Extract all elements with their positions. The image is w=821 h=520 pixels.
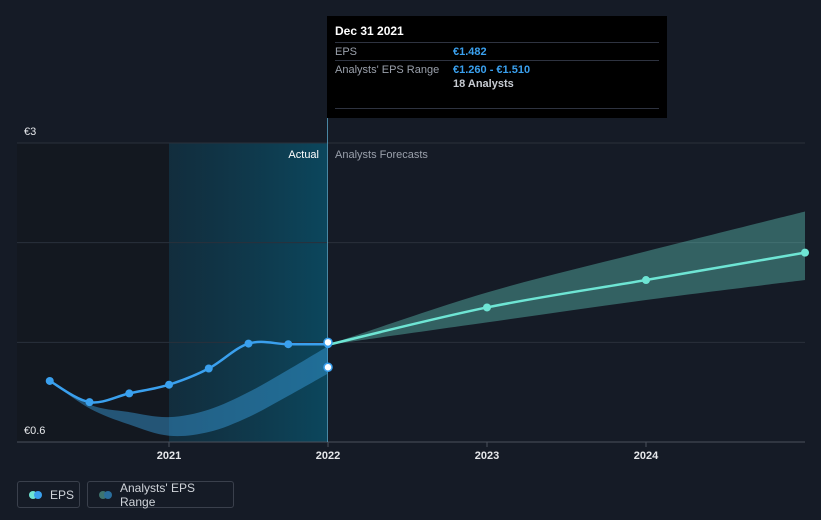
x-tick-label: 2023 [475, 450, 499, 462]
eps-point[interactable] [284, 340, 293, 349]
tooltip-analysts-row: 18 Analysts [335, 78, 659, 94]
legend-eps-icon [29, 490, 42, 499]
tooltip-eps-label: EPS [335, 46, 358, 58]
legend-eps-label: EPS [50, 487, 75, 502]
eps-point[interactable] [244, 339, 253, 348]
grid-lines [17, 142, 805, 343]
legend-range-label: Analysts' EPS Range [120, 480, 195, 509]
actual-region-highlight [169, 143, 327, 442]
legend-range-dot-2 [104, 490, 112, 499]
range-bands [49, 211, 805, 437]
legend-range-icon [99, 490, 112, 499]
legend-range[interactable]: Analysts' EPS Range [87, 480, 234, 509]
tooltip-divider [335, 108, 659, 109]
forecast-range-band [328, 211, 805, 345]
tooltip-eps-row: EPS €1.482 [335, 42, 659, 62]
eps-point[interactable] [165, 380, 173, 389]
legend-eps-dot-1 [29, 490, 37, 499]
y-label-top: €3 [24, 126, 36, 138]
eps-point[interactable] [45, 376, 54, 385]
legend-eps-dot-2 [34, 490, 42, 499]
legend-eps[interactable]: EPS [17, 481, 80, 508]
eps-point[interactable] [125, 389, 134, 398]
eps-range-band [49, 346, 328, 437]
highlight-point[interactable] [323, 337, 333, 348]
forecast-section-label: Analysts Forecasts [335, 149, 428, 161]
tooltip-range-label: Analysts' EPS Range [335, 64, 440, 76]
y-label-bottom: €0.6 [24, 425, 45, 437]
tooltip-date: Dec 31 2021 [335, 24, 404, 38]
eps-point[interactable] [85, 398, 94, 407]
forecast-point[interactable] [801, 248, 809, 257]
x-tick-label: 2021 [157, 450, 181, 462]
legend-range-dot-1 [99, 490, 107, 499]
tooltip-analysts-count: 18 Analysts [453, 78, 514, 90]
tooltip-eps-value: €1.482 [453, 46, 487, 58]
x-tick-label: 2022 [316, 450, 340, 462]
x-tick-labels: 2021 2022 2023 2024 [157, 442, 659, 462]
x-tick-label: 2024 [634, 450, 659, 462]
series-points [45, 248, 809, 407]
forecast-point[interactable] [642, 276, 650, 285]
eps-point[interactable] [204, 364, 213, 373]
tooltip-range-row: Analysts' EPS Range €1.260 - €1.510 [335, 60, 659, 80]
data-tooltip: Dec 31 2021 EPS €1.482 Analysts' EPS Ran… [327, 16, 667, 118]
highlight-point[interactable] [323, 362, 333, 372]
actual-section-label: Actual [288, 149, 319, 161]
forecast-point[interactable] [483, 303, 491, 312]
past-region-dark [17, 143, 169, 442]
tooltip-range-value: €1.260 - €1.510 [453, 64, 531, 76]
eps-forecast-line [327, 251, 806, 347]
